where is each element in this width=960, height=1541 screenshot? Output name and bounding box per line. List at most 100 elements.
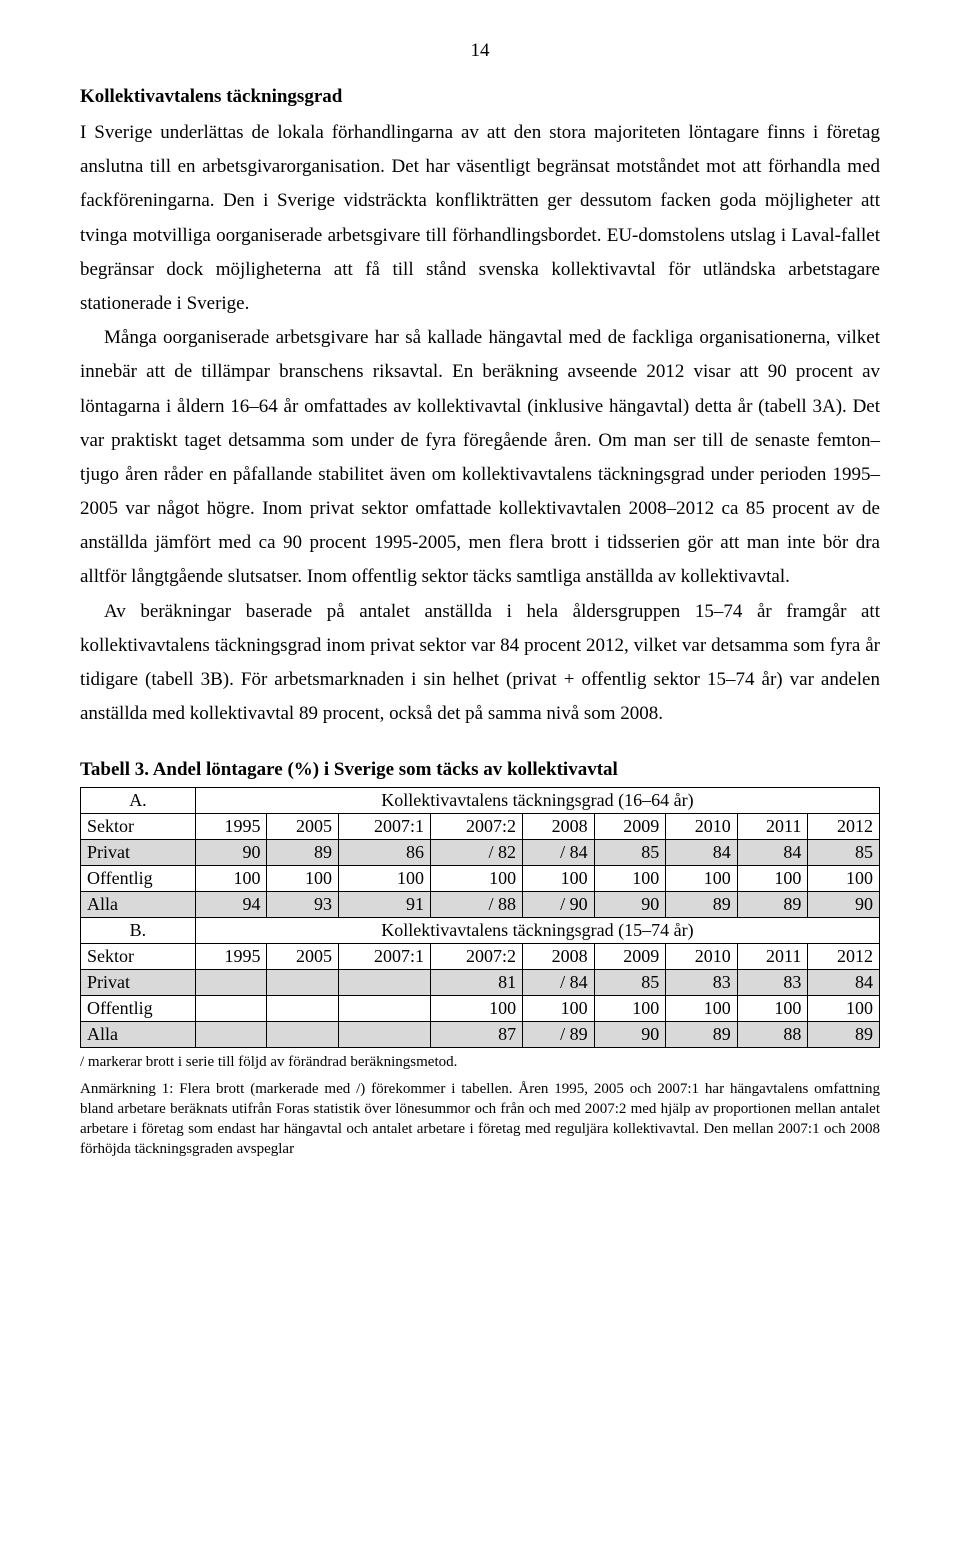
col-header: 2010	[666, 944, 738, 970]
cell: 85	[594, 840, 666, 866]
cell: 90	[594, 892, 666, 918]
cell: 86	[339, 840, 431, 866]
cell: 85	[808, 840, 880, 866]
cell: 100	[431, 996, 523, 1022]
cell: 100	[808, 996, 880, 1022]
row-label: Privat	[81, 970, 196, 996]
footnote-line: / markerar brott i serie till följd av f…	[80, 1052, 880, 1072]
cell: / 89	[523, 1022, 595, 1048]
cell: / 82	[431, 840, 523, 866]
cell: 90	[594, 1022, 666, 1048]
cell	[339, 1022, 431, 1048]
row-label: Offentlig	[81, 866, 196, 892]
cell	[339, 970, 431, 996]
cell: 100	[339, 866, 431, 892]
cell: 100	[195, 866, 267, 892]
table-section-header: B. Kollektivavtalens täckningsgrad (15–7…	[81, 918, 880, 944]
cell: / 84	[523, 970, 595, 996]
cell: 100	[737, 866, 808, 892]
table-row: Offentlig 100 100 100 100 100 100	[81, 996, 880, 1022]
col-header: 2010	[666, 814, 738, 840]
section-heading: Kollektivavtalens täckningsgrad	[80, 86, 880, 108]
cell: 94	[195, 892, 267, 918]
cell: 100	[594, 866, 666, 892]
cell	[267, 970, 339, 996]
col-header: 2008	[523, 944, 595, 970]
cell: 93	[267, 892, 339, 918]
cell: 91	[339, 892, 431, 918]
col-header: 2007:1	[339, 944, 431, 970]
footnote-line: Anmärkning 1: Flera brott (markerade med…	[80, 1079, 880, 1160]
row-label: Privat	[81, 840, 196, 866]
coverage-table: A. Kollektivavtalens täckningsgrad (16–6…	[80, 787, 880, 1048]
cell: / 88	[431, 892, 523, 918]
col-header: 2009	[594, 944, 666, 970]
col-header: 2011	[737, 814, 808, 840]
cell: 88	[737, 1022, 808, 1048]
cell: 90	[195, 840, 267, 866]
cell: 87	[431, 1022, 523, 1048]
cell	[339, 996, 431, 1022]
table-title: Tabell 3. Andel löntagare (%) i Sverige …	[80, 759, 880, 781]
col-header: Sektor	[81, 944, 196, 970]
table-row: Alla 94 93 91 / 88 / 90 90 89 89 90	[81, 892, 880, 918]
col-header: 2012	[808, 814, 880, 840]
col-header: 2005	[267, 814, 339, 840]
cell: 100	[523, 866, 595, 892]
row-label: Offentlig	[81, 996, 196, 1022]
cell: / 90	[523, 892, 595, 918]
cell: 100	[666, 866, 738, 892]
col-header: Sektor	[81, 814, 196, 840]
cell	[195, 1022, 267, 1048]
cell: 84	[737, 840, 808, 866]
cell: 100	[666, 996, 738, 1022]
table-row: Privat 90 89 86 / 82 / 84 85 84 84 85	[81, 840, 880, 866]
cell	[195, 970, 267, 996]
col-header: 2005	[267, 944, 339, 970]
cell: 89	[808, 1022, 880, 1048]
table-section-header: A. Kollektivavtalens täckningsgrad (16–6…	[81, 788, 880, 814]
cell: 100	[523, 996, 595, 1022]
cell: 89	[666, 892, 738, 918]
cell: 89	[267, 840, 339, 866]
cell: 85	[594, 970, 666, 996]
cell	[267, 1022, 339, 1048]
document-page: 14 Kollektivavtalens täckningsgrad I Sve…	[0, 0, 960, 1206]
cell: 81	[431, 970, 523, 996]
cell: 84	[666, 840, 738, 866]
table-row: Alla 87 / 89 90 89 88 89	[81, 1022, 880, 1048]
row-label: Alla	[81, 892, 196, 918]
paragraph: Av beräkningar baserade på antalet anstä…	[80, 595, 880, 732]
col-header: 1995	[195, 814, 267, 840]
row-label: Alla	[81, 1022, 196, 1048]
cell: 100	[267, 866, 339, 892]
body-text: I Sverige underlättas de lokala förhandl…	[80, 116, 880, 731]
page-number: 14	[80, 40, 880, 62]
section-header-text: Kollektivavtalens täckningsgrad (15–74 å…	[195, 918, 879, 944]
cell	[195, 996, 267, 1022]
cell: 83	[666, 970, 738, 996]
section-label: A.	[81, 788, 196, 814]
paragraph: I Sverige underlättas de lokala förhandl…	[80, 116, 880, 321]
cell: 90	[808, 892, 880, 918]
paragraph: Många oorganiserade arbetsgivare har så …	[80, 321, 880, 595]
table-column-header-row: Sektor 1995 2005 2007:1 2007:2 2008 2009…	[81, 944, 880, 970]
col-header: 2012	[808, 944, 880, 970]
cell: 100	[737, 996, 808, 1022]
col-header: 1995	[195, 944, 267, 970]
table-footnote: / markerar brott i serie till följd av f…	[80, 1052, 880, 1159]
cell: 89	[737, 892, 808, 918]
col-header: 2009	[594, 814, 666, 840]
cell: 100	[431, 866, 523, 892]
table-row: Privat 81 / 84 85 83 83 84	[81, 970, 880, 996]
table-row: Offentlig 100 100 100 100 100 100 100 10…	[81, 866, 880, 892]
col-header: 2007:2	[431, 814, 523, 840]
cell: 84	[808, 970, 880, 996]
cell: 100	[594, 996, 666, 1022]
cell: / 84	[523, 840, 595, 866]
col-header: 2007:1	[339, 814, 431, 840]
section-header-text: Kollektivavtalens täckningsgrad (16–64 å…	[195, 788, 879, 814]
col-header: 2011	[737, 944, 808, 970]
col-header: 2007:2	[431, 944, 523, 970]
cell	[267, 996, 339, 1022]
